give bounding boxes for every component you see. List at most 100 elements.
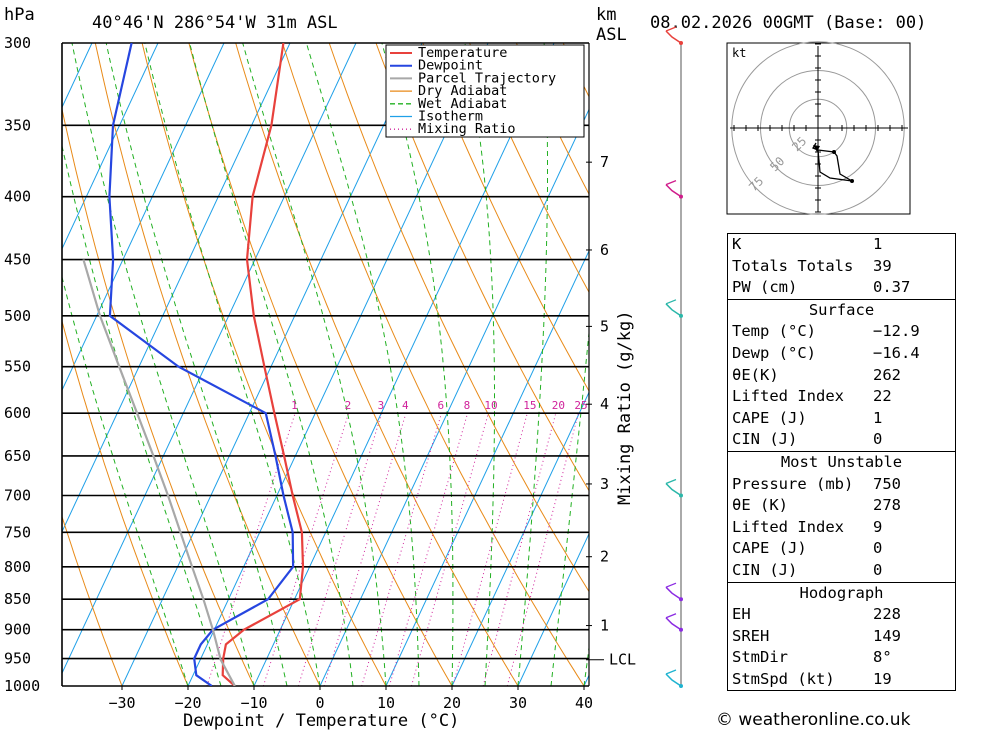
mixing-ratio-label: 25 [574, 399, 587, 412]
wet-adiabat-line [550, 328, 589, 686]
pressure-tick-label: 400 [4, 188, 31, 206]
surface-cin-row: CIN (J) 0 [728, 429, 955, 451]
eh-row: EH 228 [728, 604, 955, 626]
x-tick-label: −20 [174, 694, 201, 712]
surface-theta-e-value: 262 [873, 365, 901, 384]
dry-adiabat-line [984, 43, 1000, 686]
mixing-ratio-label: 1 [291, 399, 298, 412]
isotherm-line [62, 43, 291, 533]
mu-li-value: 9 [873, 517, 883, 536]
wind-barb-flag [665, 582, 677, 588]
mu-cin-value: 0 [873, 560, 883, 579]
isotherm-line [187, 43, 489, 686]
x-axis-label: Dewpoint / Temperature (°C) [183, 711, 459, 731]
dry-adiabat-line [469, 43, 589, 294]
surface-li-value: 22 [873, 387, 892, 406]
sreh-value: 149 [873, 626, 901, 645]
wind-barb-flag [665, 669, 677, 675]
mixing-ratio-label: 3 [378, 399, 385, 412]
surface-li-row: Lifted Index 22 [728, 386, 955, 408]
mixing-ratio-label: 4 [402, 399, 409, 412]
surface-cape-value: 1 [873, 408, 883, 427]
wet-adiabat-line [517, 43, 548, 686]
stmspd-label: StmSpd (kt) [732, 669, 835, 688]
surface-dewp-label: Dewp (°C) [732, 343, 816, 362]
lcl-label: LCL [609, 651, 636, 669]
km-tick-label: 5 [600, 317, 609, 335]
wind-barb-flag [665, 613, 677, 619]
surface-dewp-value: −16.4 [873, 343, 920, 362]
dry-adiabat-line [422, 43, 589, 393]
mixing-ratio-line [206, 413, 296, 686]
surface-temp-label: Temp (°C) [732, 322, 816, 341]
wet-adiabat-line [71, 43, 255, 686]
km-tick-label: 4 [600, 395, 609, 413]
hodograph-title: Hodograph [799, 583, 884, 602]
isotherm-line [121, 43, 423, 686]
pressure-tick-label: 300 [4, 34, 31, 52]
pressure-tick-label: 450 [4, 251, 31, 269]
datetime-title: 08.02.2026 00GMT (Base: 00) [650, 13, 926, 33]
pw-value: 0.37 [873, 278, 911, 297]
stmspd-row: StmSpd (kt) 19 [728, 669, 955, 691]
mixing-ratio-label: 6 [438, 399, 445, 412]
mu-theta-e-row: θE (K) 278 [728, 495, 955, 517]
mu-cape-value: 0 [873, 539, 883, 558]
eh-value: 228 [873, 605, 901, 624]
dewpoint-line [108, 43, 295, 686]
hodograph-point [832, 150, 836, 154]
x-tick-label: 30 [509, 694, 527, 712]
mixing-ratio-axis-label: Mixing Ratio (g/kg) [615, 311, 635, 505]
mixing-ratio-line [361, 413, 442, 686]
hodograph-point [850, 179, 854, 183]
pressure-tick-label: 850 [4, 590, 31, 608]
mu-theta-e-value: 278 [873, 496, 901, 515]
wind-barb [665, 30, 682, 44]
mu-theta-e-label: θE (K) [732, 496, 788, 515]
km-tick-label: 6 [600, 241, 609, 259]
wet-adiabat-line [305, 43, 420, 686]
wet-adiabat-line [144, 43, 321, 686]
legend-label: Temperature [418, 45, 507, 61]
mixing-ratio-label: 10 [484, 399, 497, 412]
totals-totals-label: Totals Totals [732, 256, 854, 275]
km-tick-label: 2 [600, 548, 609, 566]
pressure-tick-label: 500 [4, 307, 31, 325]
mixing-ratio-labels: 1 2 3 4 6 8 10 15 20 25 [291, 399, 588, 412]
mixing-ratio-label: 15 [523, 399, 536, 412]
mixing-ratio-line [388, 413, 469, 686]
legend-label: Isotherm [418, 109, 483, 125]
legend-label: Wet Adiabat [418, 96, 507, 112]
pressure-tick-label: 900 [4, 621, 31, 639]
pressure-tick-label: 1000 [4, 677, 40, 695]
totals-totals-row: Totals Totals 39 [728, 256, 955, 278]
hodograph-section: Hodograph EH 228 SREH 149 StmDir 8° StmSpd … [728, 581, 955, 691]
wind-barb-flag [665, 26, 677, 32]
km-tick-label: 1 [600, 617, 609, 635]
mixing-ratio-label: 20 [552, 399, 565, 412]
dry-adiabat-line [62, 106, 255, 686]
legend-box [385, 44, 585, 138]
isotherm-line [253, 43, 555, 686]
surface-li-label: Lifted Index [732, 387, 844, 406]
stmdir-row: StmDir 8° [728, 647, 955, 669]
dry-adiabat-line [375, 43, 589, 492]
wet-adiabat-line [464, 43, 495, 686]
wet-adiabat-line [242, 43, 387, 686]
stmdir-value: 8° [873, 648, 892, 667]
x-tick-label: 10 [377, 694, 395, 712]
surface-cape-label: CAPE (J) [732, 408, 807, 427]
isotherm-line [451, 391, 589, 686]
wind-barb-flag [665, 478, 677, 485]
isotherm-line [319, 108, 589, 686]
mixing-ratio-label: 2 [345, 399, 352, 412]
mu-cin-label: CIN (J) [732, 560, 798, 579]
pressure-tick-label: 800 [4, 558, 31, 576]
dry-adiabat-line [188, 43, 453, 686]
pressure-tick-label: 550 [4, 358, 31, 376]
k-index-label: K [732, 235, 742, 253]
